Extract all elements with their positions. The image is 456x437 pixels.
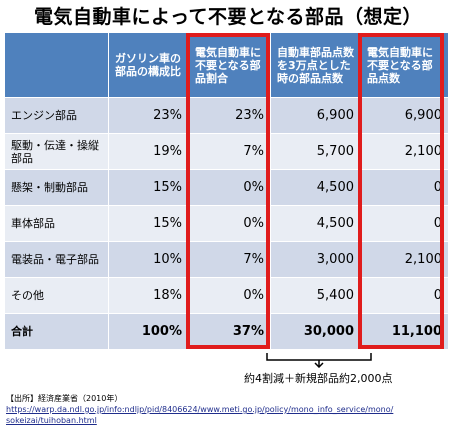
cell-parts-count: 4,500 [270,169,361,206]
cell-unneeded-ratio: 37% [188,313,271,350]
reduction-note: 約4割減＋新規部品約2,000点 [244,372,393,385]
header-composition-ratio: ガソリン車の部品の構成比 [108,32,189,98]
cell-composition-ratio: 19% [108,133,189,170]
row-label: 電装品・電子部品 [4,241,109,278]
source-label: 【出所】経済産業省（2010年） [6,394,123,403]
cell-composition-ratio: 23% [108,97,189,134]
table-row: その他 18% 0% 5,400 0 [4,277,449,314]
cell-composition-ratio: 100% [108,313,189,350]
cell-unneeded-count: 2,100 [360,241,449,278]
table-total-row: 合計 100% 37% 30,000 11,100 [4,313,449,350]
row-label: エンジン部品 [4,97,109,134]
table-row: 駆動・伝達・操縦部品 19% 7% 5,700 2,100 [4,133,449,170]
cell-unneeded-ratio: 0% [188,277,271,314]
row-label: 懸架・制動部品 [4,169,109,206]
header-parts-count: 自動車部品点数を3万点とした時の部品点数 [270,32,361,98]
cell-parts-count: 4,500 [270,205,361,242]
cell-unneeded-count: 2,100 [360,133,449,170]
highlight-box-unneeded-ratio [186,33,270,349]
header-corner [4,32,109,98]
row-label: 駆動・伝達・操縦部品 [4,133,109,170]
cell-parts-count: 30,000 [270,313,361,350]
table-row: 電装品・電子部品 10% 7% 3,000 2,100 [4,241,449,278]
table-header-row: ガソリン車の部品の構成比 電気自動車に不要となる部品割合 自動車部品点数を3万点… [4,32,449,98]
bracket-arrow-icon [266,353,372,368]
row-label: 合計 [4,313,109,350]
cell-composition-ratio: 15% [108,205,189,242]
header-unneeded-ratio: 電気自動車に不要となる部品割合 [188,32,271,98]
cell-composition-ratio: 15% [108,169,189,206]
cell-unneeded-count: 0 [360,205,449,242]
row-label: その他 [4,277,109,314]
source-link-line1[interactable]: https://warp.da.ndl.go.jp/info:ndljp/pid… [6,405,394,414]
cell-unneeded-count: 11,100 [360,313,449,350]
highlight-box-unneeded-count [358,33,444,349]
page-title: 電気自動車によって不要となる部品（想定） [34,6,422,28]
source-link-line2[interactable]: sokeizai/tuihoban.html [6,416,97,425]
cell-parts-count: 5,400 [270,277,361,314]
cell-parts-count: 3,000 [270,241,361,278]
row-label: 車体部品 [4,205,109,242]
parts-table: ガソリン車の部品の構成比 電気自動車に不要となる部品割合 自動車部品点数を3万点… [4,32,449,350]
cell-composition-ratio: 18% [108,277,189,314]
cell-parts-count: 5,700 [270,133,361,170]
cell-composition-ratio: 10% [108,241,189,278]
source-citation: 【出所】経済産業省（2010年） https://warp.da.ndl.go.… [6,393,393,426]
cell-unneeded-ratio: 0% [188,205,271,242]
cell-parts-count: 6,900 [270,97,361,134]
table-row: 車体部品 15% 0% 4,500 0 [4,205,449,242]
